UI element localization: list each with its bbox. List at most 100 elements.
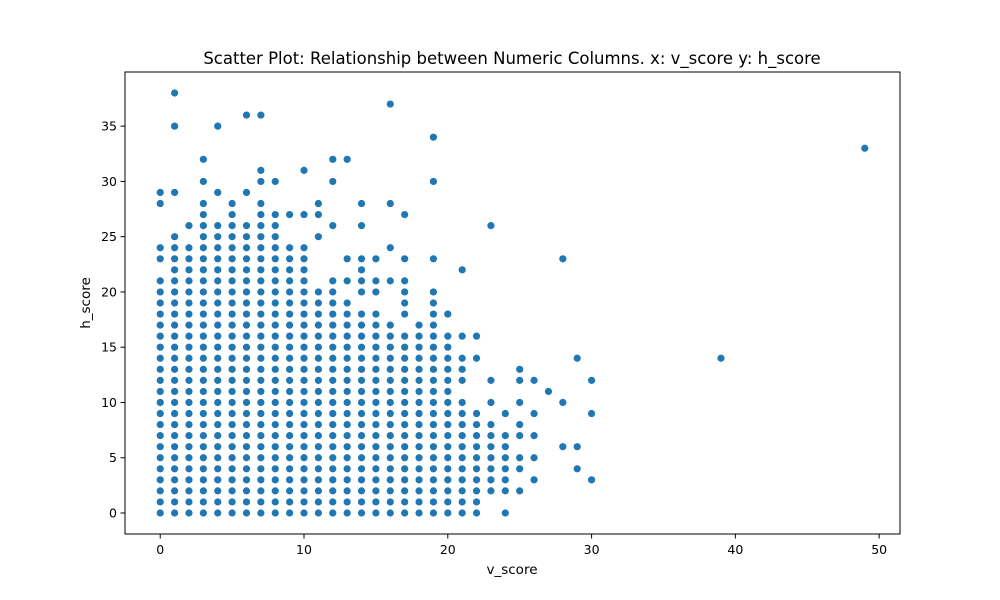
data-point — [386, 354, 394, 362]
data-point — [372, 354, 380, 362]
data-point — [271, 509, 279, 517]
data-point — [228, 465, 236, 473]
data-point — [271, 476, 279, 484]
data-point — [429, 443, 438, 451]
data-point — [257, 476, 265, 484]
data-point — [185, 332, 193, 340]
data-point — [271, 288, 279, 296]
data-point — [314, 376, 322, 384]
data-point — [156, 376, 164, 384]
data-point — [156, 465, 164, 473]
data-point — [386, 376, 394, 384]
data-point — [300, 454, 308, 462]
data-point — [415, 321, 423, 329]
data-point — [199, 354, 207, 362]
data-point — [458, 354, 466, 362]
x-tick-label: 30 — [584, 542, 600, 557]
data-point — [401, 310, 409, 318]
data-point — [228, 420, 236, 429]
data-point — [372, 343, 380, 351]
data-point — [329, 443, 337, 451]
data-point — [314, 233, 322, 241]
data-point — [357, 376, 366, 384]
data-point — [444, 509, 452, 517]
data-point — [300, 420, 308, 429]
data-point — [444, 454, 452, 462]
data-point — [300, 255, 308, 263]
data-point — [487, 398, 495, 407]
data-point — [257, 398, 265, 407]
data-point — [199, 420, 207, 429]
data-point — [199, 498, 207, 506]
data-point — [242, 454, 251, 462]
data-point — [214, 454, 222, 462]
data-point — [401, 443, 409, 451]
data-point — [587, 376, 596, 384]
data-point — [242, 476, 251, 484]
data-point — [228, 498, 236, 506]
data-point — [386, 244, 394, 252]
y-tick-label: 15 — [101, 340, 117, 355]
data-point — [472, 354, 481, 362]
data-point — [242, 354, 251, 362]
data-point — [444, 354, 452, 362]
data-point — [444, 432, 452, 440]
data-point — [386, 487, 394, 495]
data-point — [185, 222, 193, 230]
data-point — [458, 266, 466, 274]
data-point — [199, 376, 207, 384]
y-tick-label: 25 — [101, 229, 117, 244]
data-point — [343, 454, 351, 462]
data-point — [429, 432, 438, 440]
data-point — [314, 509, 322, 517]
data-point — [300, 288, 308, 296]
data-point — [401, 343, 409, 351]
data-point — [530, 454, 538, 462]
data-point — [487, 465, 495, 473]
data-point — [472, 487, 481, 495]
data-point — [429, 398, 438, 407]
data-point — [314, 332, 322, 340]
data-point — [286, 244, 294, 252]
data-point — [487, 476, 495, 484]
data-point — [444, 343, 452, 351]
data-point — [156, 509, 164, 517]
data-point — [516, 465, 524, 473]
data-point — [286, 288, 294, 296]
data-point — [415, 387, 423, 396]
data-point — [171, 332, 179, 340]
data-point — [286, 432, 294, 440]
data-point — [271, 354, 279, 362]
data-point — [257, 387, 265, 396]
data-point — [329, 409, 337, 418]
data-point — [472, 432, 481, 440]
data-point — [458, 409, 466, 418]
data-point — [286, 266, 294, 274]
data-point — [458, 365, 466, 373]
data-point — [286, 443, 294, 451]
y-axis-label: h_score — [78, 277, 94, 329]
data-point — [487, 487, 495, 495]
data-point — [228, 277, 236, 285]
data-point — [429, 299, 438, 307]
data-point — [300, 443, 308, 451]
data-point — [357, 420, 366, 429]
data-point — [314, 365, 322, 373]
data-point — [257, 365, 265, 373]
data-point — [343, 155, 351, 163]
data-point — [343, 321, 351, 329]
data-point — [444, 398, 452, 407]
data-point — [300, 354, 308, 362]
data-point — [214, 277, 222, 285]
data-point — [401, 255, 409, 263]
data-point — [214, 420, 222, 429]
data-point — [185, 487, 193, 495]
data-point — [286, 376, 294, 384]
data-point — [429, 288, 438, 296]
data-point — [343, 332, 351, 340]
data-point — [487, 376, 495, 384]
y-tick-label: 0 — [109, 506, 117, 521]
data-point — [156, 332, 164, 340]
data-point — [185, 454, 193, 462]
data-point — [357, 288, 366, 296]
